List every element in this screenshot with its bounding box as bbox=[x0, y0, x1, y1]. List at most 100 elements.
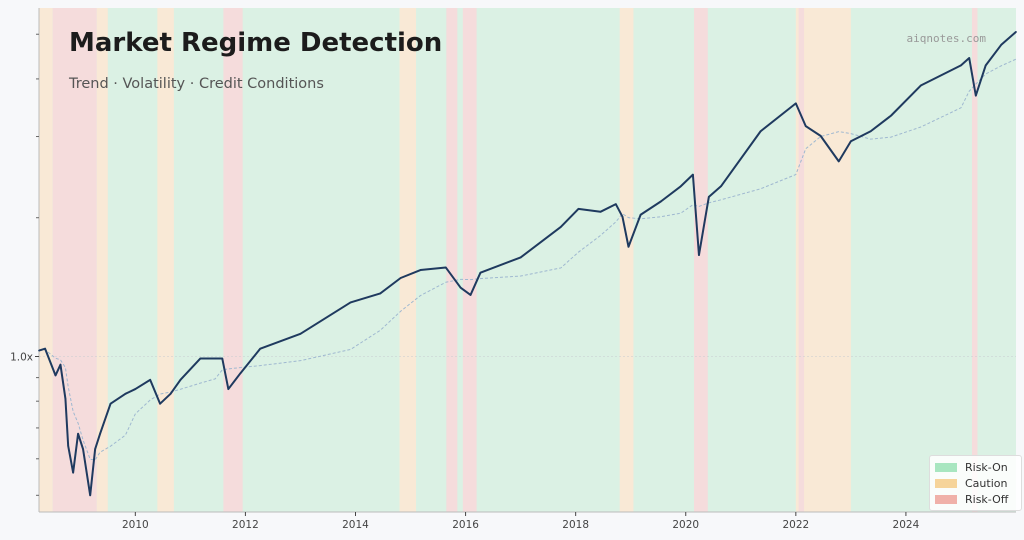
data-point bbox=[149, 379, 151, 381]
data-point bbox=[919, 84, 922, 87]
data-point bbox=[479, 271, 482, 274]
data-point bbox=[795, 102, 797, 105]
data-point bbox=[44, 347, 46, 350]
data-point bbox=[698, 254, 700, 256]
regime-band-caution bbox=[399, 8, 417, 512]
data-point bbox=[124, 393, 127, 395]
data-point bbox=[89, 494, 91, 497]
data-point bbox=[459, 286, 462, 289]
data-point bbox=[519, 256, 522, 259]
data-point bbox=[159, 402, 161, 405]
data-point bbox=[615, 203, 617, 205]
data-point bbox=[1015, 31, 1017, 33]
x-tick-label: 2012 bbox=[232, 519, 259, 531]
x-tick-label: 2020 bbox=[672, 519, 699, 531]
data-point bbox=[890, 114, 892, 117]
chart-title: Market Regime Detection bbox=[69, 28, 443, 58]
legend-swatch bbox=[935, 494, 957, 504]
legend-label: Caution bbox=[965, 476, 1008, 490]
regime-band-risk-off bbox=[694, 8, 708, 512]
data-point bbox=[984, 64, 987, 67]
regime-band-risk-off bbox=[798, 8, 805, 512]
data-point bbox=[759, 130, 762, 133]
legend-swatch bbox=[935, 478, 957, 488]
data-point bbox=[94, 448, 96, 450]
data-point bbox=[54, 374, 57, 377]
data-point bbox=[720, 185, 722, 188]
regime-band-caution bbox=[157, 8, 174, 512]
data-point bbox=[599, 210, 602, 213]
data-point bbox=[179, 379, 182, 381]
data-point bbox=[444, 266, 447, 269]
data-point bbox=[850, 140, 852, 143]
y-tick-label: 1.0x bbox=[10, 352, 33, 364]
x-tick-label: 2014 bbox=[342, 519, 369, 531]
data-point bbox=[621, 215, 624, 218]
regime-band-caution bbox=[619, 8, 634, 512]
legend-item-risk-on: Risk-On bbox=[935, 459, 1016, 475]
data-point bbox=[259, 347, 262, 350]
regime-band-risk-off bbox=[971, 8, 978, 512]
legend-swatch bbox=[935, 462, 957, 472]
data-point bbox=[109, 402, 112, 405]
data-point bbox=[299, 333, 302, 335]
regime-band-caution bbox=[39, 8, 53, 512]
data-point bbox=[227, 388, 230, 390]
data-point bbox=[59, 363, 62, 366]
moving-average-line bbox=[38, 58, 1017, 461]
data-point bbox=[214, 357, 216, 360]
data-point bbox=[67, 445, 69, 447]
data-point bbox=[560, 226, 562, 228]
data-point bbox=[627, 245, 630, 248]
data-point bbox=[968, 57, 971, 59]
watermark: aiqnotes.com bbox=[906, 32, 986, 45]
legend-item-caution: Caution bbox=[935, 475, 1016, 491]
x-tick-label: 2024 bbox=[893, 519, 920, 531]
data-point bbox=[975, 94, 977, 97]
data-point bbox=[639, 213, 642, 216]
data-point bbox=[692, 173, 694, 176]
data-point bbox=[960, 64, 962, 67]
chart-subtitle: Trend · Volatility · Credit Conditions bbox=[69, 76, 324, 92]
data-point bbox=[837, 160, 840, 163]
data-point bbox=[77, 432, 79, 435]
data-point bbox=[99, 432, 101, 435]
data-point bbox=[679, 185, 682, 188]
data-point bbox=[239, 372, 242, 375]
regime-band-caution bbox=[96, 8, 108, 512]
data-point bbox=[72, 471, 74, 474]
data-point bbox=[869, 130, 872, 133]
data-point bbox=[349, 301, 352, 304]
regime-band-risk-off bbox=[446, 8, 458, 512]
data-point bbox=[577, 208, 580, 210]
x-tick-label: 2018 bbox=[562, 519, 589, 531]
data-point bbox=[82, 448, 84, 450]
data-point bbox=[708, 196, 710, 198]
regime-band-risk-off bbox=[52, 8, 97, 512]
data-point bbox=[819, 135, 822, 137]
data-point bbox=[221, 357, 224, 360]
data-point bbox=[169, 393, 172, 395]
data-point bbox=[38, 349, 40, 352]
data-point bbox=[469, 294, 472, 296]
data-point bbox=[1000, 44, 1002, 46]
x-tick-label: 2016 bbox=[452, 519, 479, 531]
data-point bbox=[804, 125, 807, 127]
data-point bbox=[419, 269, 422, 271]
plot-background-risk-on bbox=[39, 8, 1016, 512]
data-point bbox=[64, 397, 67, 400]
legend-label: Risk-On bbox=[965, 460, 1008, 474]
data-point bbox=[134, 388, 137, 390]
data-point bbox=[660, 200, 662, 203]
legend-label: Risk-Off bbox=[965, 492, 1009, 506]
data-point bbox=[399, 277, 402, 279]
x-tick-label: 2022 bbox=[782, 519, 809, 531]
regime-band-caution bbox=[795, 8, 851, 512]
legend: Risk-On Caution Risk-Off bbox=[929, 455, 1022, 511]
x-tick-label: 2010 bbox=[122, 519, 149, 531]
data-point bbox=[199, 357, 202, 360]
legend-item-risk-off: Risk-Off bbox=[935, 491, 1016, 507]
regime-band-risk-off bbox=[462, 8, 477, 512]
data-point bbox=[379, 292, 382, 295]
